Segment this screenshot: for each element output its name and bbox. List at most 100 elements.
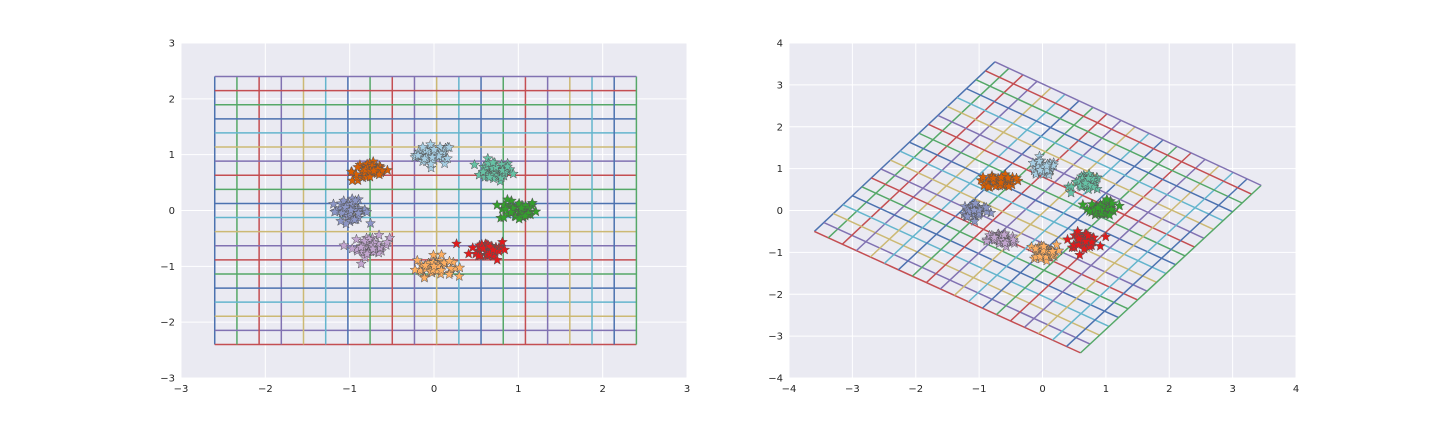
scatter-point bbox=[995, 176, 1007, 188]
scatter-point bbox=[346, 242, 358, 254]
mesh-line bbox=[813, 61, 996, 232]
y-tick-label: −1 bbox=[768, 248, 783, 259]
cluster-6 bbox=[338, 229, 396, 269]
x-tick-label: −2 bbox=[908, 384, 923, 395]
x-tick-label: −1 bbox=[342, 384, 357, 395]
mesh-line bbox=[947, 105, 1214, 231]
scatter-point bbox=[411, 254, 423, 266]
scatter-point bbox=[1053, 244, 1065, 256]
scatter-point bbox=[352, 161, 364, 172]
mesh-line bbox=[911, 106, 1094, 277]
y-tick-label: 1 bbox=[169, 150, 175, 161]
scatter-point bbox=[412, 149, 424, 161]
scatter-point bbox=[491, 254, 503, 265]
scatter-point bbox=[526, 197, 538, 208]
scatter-point bbox=[428, 260, 440, 272]
scatter-point bbox=[443, 141, 455, 153]
y-tick-label: 4 bbox=[777, 39, 783, 50]
scatter-point bbox=[968, 204, 980, 216]
scatter-point bbox=[345, 165, 357, 177]
mesh-line bbox=[1051, 171, 1234, 341]
scatter-point bbox=[373, 229, 385, 240]
scatter-point bbox=[428, 143, 440, 155]
cluster-7 bbox=[958, 197, 997, 227]
scatter-point bbox=[998, 228, 1010, 240]
mesh-line bbox=[890, 159, 1157, 284]
scatter-point bbox=[1082, 172, 1094, 184]
mesh-line bbox=[827, 67, 1010, 239]
scatter-point bbox=[961, 210, 974, 222]
scatter-point bbox=[453, 270, 465, 282]
scatter-point bbox=[499, 203, 512, 214]
scatter-point bbox=[501, 193, 514, 205]
scatter-point bbox=[491, 199, 503, 210]
scatter-point bbox=[496, 236, 508, 247]
scatter-point bbox=[1073, 232, 1085, 244]
scatter-point bbox=[1074, 249, 1086, 260]
mesh-line bbox=[842, 203, 1110, 328]
cluster-2 bbox=[468, 152, 519, 186]
scatter-point bbox=[454, 261, 466, 273]
scatter-point bbox=[443, 268, 455, 280]
scatter-point bbox=[1086, 198, 1098, 210]
mesh-line bbox=[928, 123, 1195, 248]
scatter-point bbox=[435, 248, 448, 260]
x-tick-label: 3 bbox=[1229, 384, 1235, 395]
x-tick-label: 1 bbox=[1103, 384, 1109, 395]
scatter-point bbox=[367, 243, 379, 254]
mesh-line bbox=[975, 79, 1243, 204]
y-tick-label: 3 bbox=[169, 39, 175, 50]
scatter-point bbox=[361, 206, 373, 217]
cluster-8 bbox=[345, 155, 394, 186]
scatter-point bbox=[999, 237, 1011, 248]
scatter-point bbox=[507, 167, 519, 179]
scatter-point bbox=[358, 235, 370, 246]
scatter-point bbox=[1077, 198, 1089, 210]
scatter-point bbox=[477, 165, 489, 177]
y-tick-label: 0 bbox=[777, 206, 783, 217]
scatter-point bbox=[515, 202, 528, 213]
mesh-line bbox=[814, 230, 1081, 354]
scatter-point bbox=[463, 247, 475, 259]
mesh-line bbox=[1009, 152, 1192, 322]
scatter-point bbox=[1079, 177, 1092, 188]
mesh-line bbox=[985, 70, 1252, 195]
mesh-line bbox=[823, 221, 1091, 345]
mesh-line bbox=[994, 61, 1262, 187]
scatter-point bbox=[1027, 157, 1039, 168]
scatter-point bbox=[1037, 244, 1049, 256]
x-tick-label: 0 bbox=[431, 384, 437, 395]
scatter-point bbox=[969, 197, 981, 209]
scatter-point bbox=[339, 201, 352, 213]
scatter-point bbox=[443, 255, 456, 267]
scatter-point bbox=[419, 259, 431, 271]
scatter-point bbox=[433, 150, 445, 161]
scatter-point bbox=[487, 156, 499, 168]
scatter-point bbox=[1050, 238, 1063, 250]
scatter-point bbox=[381, 164, 394, 175]
scatter-point bbox=[384, 232, 396, 243]
scatter-point bbox=[425, 161, 437, 173]
y-tick-label: −2 bbox=[768, 290, 783, 301]
plot-panel-2: −4 −3 −2 −1 0 1 2 3 4 −4 −3 −2 −1 0 1 2 3 4 bbox=[768, 39, 1299, 396]
cluster-5 bbox=[1025, 238, 1065, 266]
mesh-line bbox=[967, 132, 1150, 303]
y-tick-label: −4 bbox=[768, 374, 783, 385]
scatter-point bbox=[381, 236, 393, 248]
scatter-point bbox=[995, 171, 1007, 183]
scatter-point bbox=[519, 210, 531, 221]
mesh-line bbox=[939, 119, 1122, 290]
x-tick-label: −1 bbox=[972, 384, 987, 395]
scatter-point bbox=[499, 243, 511, 255]
x-tick-label: 0 bbox=[1039, 384, 1045, 395]
mesh-line bbox=[981, 139, 1164, 309]
scatter-point bbox=[418, 272, 431, 283]
cluster-3 bbox=[1077, 193, 1126, 220]
scatter-point bbox=[483, 171, 496, 183]
scatter-point bbox=[1094, 240, 1106, 251]
scatter-point bbox=[355, 257, 367, 269]
scatter-point bbox=[1041, 164, 1053, 175]
x-tick-label: −2 bbox=[258, 384, 273, 395]
scatter-point bbox=[472, 250, 485, 261]
cluster-8 bbox=[975, 168, 1024, 193]
